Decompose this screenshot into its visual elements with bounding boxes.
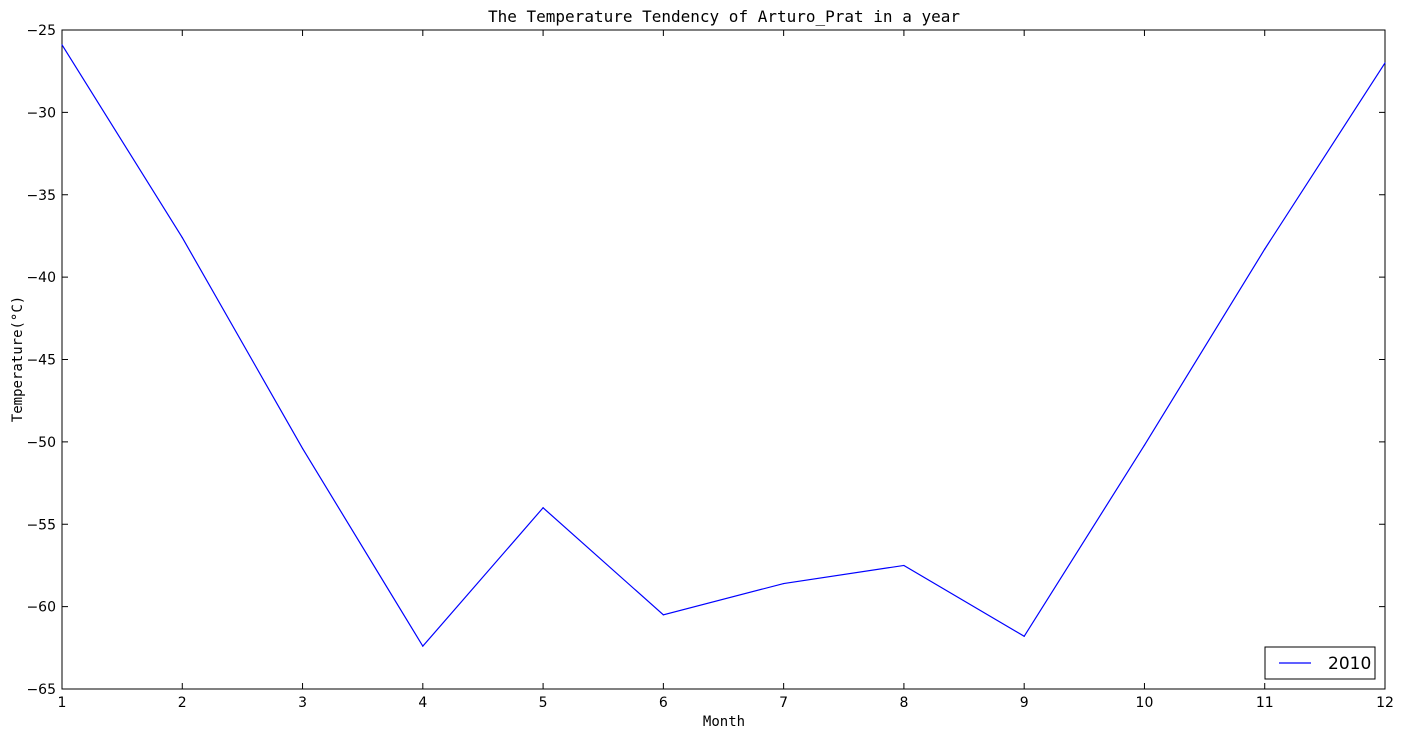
y-axis: −25 −30 −35 −40 −45 −50 −55 −60 −65 — [26, 23, 1385, 698]
x-tick-label: 1 — [58, 695, 67, 711]
x-tick-label: 5 — [539, 695, 548, 711]
x-tick-label: 3 — [298, 695, 307, 711]
x-axis-label: Month — [703, 714, 745, 730]
series-layer — [61, 44, 1386, 648]
data-point-2010-5 — [542, 507, 544, 509]
y-tick-label: −55 — [26, 517, 56, 533]
x-axis: 1 2 3 4 5 6 7 8 9 10 11 12 — [58, 30, 1394, 711]
data-point-2010-6 — [662, 614, 664, 616]
legend-label-2010: 2010 — [1328, 654, 1371, 674]
y-tick-label: −45 — [26, 353, 56, 369]
data-point-2010-11 — [1264, 248, 1266, 250]
y-tick-label: −65 — [26, 682, 56, 698]
data-point-2010-1 — [61, 44, 63, 46]
data-point-2010-9 — [1023, 635, 1025, 637]
data-point-2010-3 — [301, 447, 304, 450]
x-tick-label: 8 — [899, 695, 908, 711]
data-point-2010-8 — [903, 564, 905, 567]
data-point-2010-7 — [783, 582, 785, 585]
data-point-2010-2 — [181, 236, 183, 239]
y-tick-label: −50 — [26, 435, 56, 451]
x-tick-label: 6 — [659, 695, 668, 711]
x-tick-label: 4 — [418, 695, 427, 711]
x-tick-label: 10 — [1136, 695, 1154, 711]
x-tick-label: 11 — [1256, 695, 1274, 711]
x-tick-label: 2 — [178, 695, 187, 711]
chart-title: The Temperature Tendency of Arturo_Prat … — [488, 7, 960, 26]
data-point-2010-12 — [1384, 62, 1386, 64]
y-tick-label: −35 — [26, 188, 56, 204]
y-tick-label: −60 — [26, 600, 56, 616]
data-point-2010-10 — [1143, 444, 1146, 446]
x-tick-label: 12 — [1376, 695, 1394, 711]
y-axis-label: Temperature(°C) — [10, 296, 26, 422]
plot-area — [61, 29, 1386, 690]
data-point-2010-4 — [422, 645, 424, 647]
x-tick-label: 7 — [779, 695, 788, 711]
y-tick-label: −40 — [26, 270, 56, 286]
series-line-2010 — [61, 44, 1386, 648]
y-tick-label: −25 — [26, 23, 56, 39]
y-tick-label: −30 — [26, 105, 56, 121]
x-tick-label: 9 — [1020, 695, 1029, 711]
plot-frame — [61, 29, 1386, 690]
legend: 2010 — [1264, 646, 1376, 680]
